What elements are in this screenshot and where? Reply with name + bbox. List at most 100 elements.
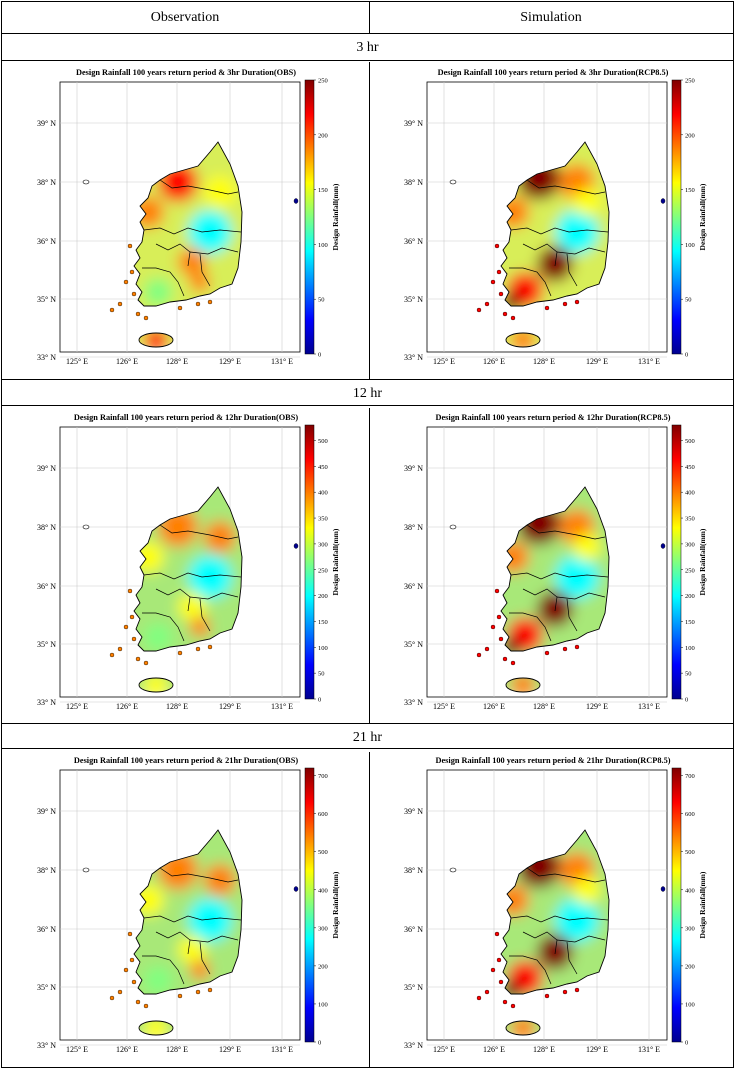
island — [127, 243, 133, 249]
colorbar-tick-label: 400 — [685, 490, 695, 497]
province-boundary — [526, 179, 606, 195]
rainfall-blob — [178, 248, 206, 276]
coastline — [133, 829, 243, 995]
province-boundary — [155, 243, 191, 267]
island — [490, 967, 496, 973]
lat-tick-label: 38° N — [404, 178, 423, 187]
rainfall-blob — [555, 210, 599, 254]
lon-tick-label: 131° E — [271, 702, 293, 711]
province-boundary — [143, 227, 242, 235]
island — [293, 886, 299, 892]
province-boundary — [155, 588, 191, 612]
island — [502, 656, 508, 662]
lat-tick-label: 33° N — [37, 353, 56, 362]
colorbar-tick-label: 50 — [685, 297, 692, 304]
lon-tick-label: 128° E — [166, 702, 188, 711]
map-title: Design Rainfall 100 years return period … — [436, 413, 671, 422]
province-boundary — [142, 955, 185, 985]
lat-tick-label: 36° N — [37, 237, 56, 246]
island — [496, 269, 502, 275]
island — [498, 291, 504, 297]
colorbar-tick-label: 100 — [685, 1001, 695, 1008]
province-boundary — [556, 935, 606, 943]
header-simulation: Simulation — [520, 10, 582, 25]
province-boundary — [199, 598, 211, 632]
colorbar-tick-label: 250 — [685, 567, 695, 574]
province-boundary — [189, 247, 239, 255]
province-boundary — [143, 915, 242, 923]
colorbar-tick-label: 300 — [685, 925, 695, 932]
island — [177, 993, 183, 999]
colorbar-tick-label: 0 — [318, 1040, 321, 1047]
colorbar-tick-label: 150 — [685, 619, 695, 626]
section-label-12hr: 12 hr — [2, 380, 733, 408]
colorbar-tick-label: 0 — [685, 697, 688, 704]
colorbar-tick-label: 100 — [685, 242, 695, 249]
colorbar — [671, 79, 682, 355]
island — [574, 299, 580, 305]
island — [195, 301, 201, 307]
island — [476, 652, 482, 658]
island — [510, 315, 516, 321]
province-boundary — [159, 524, 239, 540]
colorbar-tick-label: 0 — [318, 352, 321, 359]
island — [660, 543, 666, 549]
island — [293, 543, 299, 549]
colorbar-label: Design Rainfall(mm) — [331, 871, 340, 938]
lat-tick-label: 33° N — [404, 1041, 423, 1050]
lat-tick-label: 38° N — [404, 866, 423, 875]
rainfall-blob — [188, 555, 232, 599]
colorbar — [304, 767, 315, 1043]
island — [123, 967, 129, 973]
lon-tick-label: 128° E — [166, 357, 188, 366]
island — [510, 660, 516, 666]
colorbar-tick-label: 0 — [685, 1040, 688, 1047]
jeju-island — [138, 1020, 174, 1036]
colorbar-tick-label: 500 — [685, 438, 695, 445]
lat-tick-label: 35° N — [37, 640, 56, 649]
province-boundary — [509, 267, 552, 297]
map-title: Design Rainfall 100 years return period … — [438, 68, 669, 77]
colorbar-tick-label: 500 — [318, 849, 328, 856]
lon-tick-label: 131° E — [271, 357, 293, 366]
island — [82, 867, 90, 873]
lon-tick-label: 129° E — [586, 702, 608, 711]
lon-tick-label: 126° E — [116, 357, 138, 366]
colorbar-tick-label: 450 — [318, 464, 328, 471]
island — [449, 867, 457, 873]
island — [490, 279, 496, 285]
province-boundary — [510, 572, 609, 580]
colorbar-label: Design Rainfall(mm) — [698, 183, 707, 250]
island — [498, 636, 504, 642]
island — [131, 979, 137, 985]
jeju-island — [138, 677, 174, 693]
lat-tick-label: 36° N — [37, 925, 56, 934]
lat-tick-label: 33° N — [37, 698, 56, 707]
island — [484, 646, 490, 652]
island — [117, 646, 123, 652]
jeju-island — [505, 332, 541, 348]
rainfall-blob — [188, 898, 232, 942]
lon-tick-label: 125° E — [66, 702, 88, 711]
island — [484, 989, 490, 995]
island — [496, 614, 502, 620]
lon-tick-label: 129° E — [586, 1045, 608, 1054]
colorbar-tick-label: 200 — [318, 132, 328, 139]
island — [129, 957, 135, 963]
colorbar-tick-label: 0 — [685, 352, 688, 359]
map-title: Design Rainfall 100 years return period … — [436, 756, 671, 765]
island — [496, 957, 502, 963]
province-boundary — [522, 931, 558, 955]
lat-tick-label: 38° N — [37, 866, 56, 875]
colorbar-label: Design Rainfall(mm) — [331, 183, 340, 250]
island — [660, 886, 666, 892]
rainfall-blob — [188, 210, 232, 254]
rainfall-blob — [573, 876, 601, 904]
colorbar-tick-label: 200 — [318, 593, 328, 600]
island — [195, 646, 201, 652]
lon-tick-label: 126° E — [116, 1045, 138, 1054]
lat-tick-label: 35° N — [404, 983, 423, 992]
lat-tick-label: 38° N — [37, 178, 56, 187]
column-divider — [369, 2, 370, 1067]
island — [449, 179, 457, 185]
